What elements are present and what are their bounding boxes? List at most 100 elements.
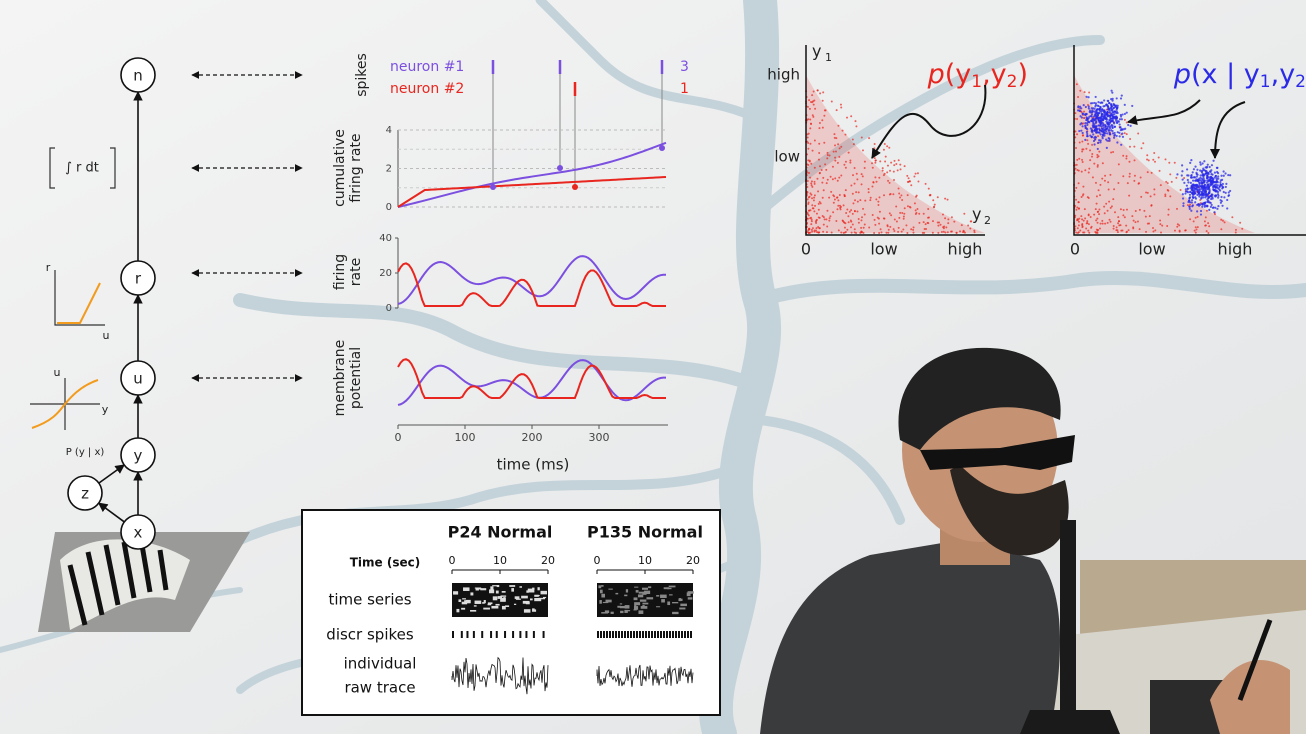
sample-dot (1173, 161, 1176, 164)
sample-dot (910, 184, 913, 187)
sample-dot (835, 137, 838, 140)
sample-dot (1134, 210, 1137, 213)
sample-dot (818, 227, 821, 230)
sample-dot (1094, 95, 1097, 99)
raster-speck (679, 607, 686, 610)
sample-dot (816, 89, 819, 92)
sample-dot (1217, 204, 1220, 208)
sample-dot (844, 166, 847, 169)
node (120, 57, 156, 93)
raster-speck (491, 605, 499, 609)
sample-dot (811, 94, 814, 97)
raster-speck (639, 599, 647, 602)
spike-mark (618, 631, 620, 638)
sample-dot (1115, 111, 1118, 115)
sample-dot (1216, 207, 1219, 210)
sample-dot (842, 204, 845, 207)
sample-dot (1199, 209, 1203, 213)
sample-dot (1084, 124, 1087, 127)
sample-dot (806, 105, 809, 108)
sample-dot (1083, 231, 1086, 234)
sample-dot (967, 224, 970, 227)
sample-dot (837, 124, 840, 127)
node-label: n (133, 67, 143, 85)
sample-dot (940, 230, 943, 233)
sample-dot (1098, 116, 1101, 120)
spike-mark (651, 631, 653, 638)
sample-dot (856, 178, 859, 181)
sample-dot (820, 169, 823, 172)
sample-dot (1127, 229, 1130, 232)
sample-dot (1096, 164, 1099, 167)
sample-dot (821, 196, 824, 199)
sample-dot (1209, 205, 1213, 208)
sample-dot (808, 107, 811, 110)
stylus (1237, 619, 1273, 701)
sample-dot (1096, 217, 1099, 220)
raster-speck (478, 588, 482, 590)
sample-dot (1104, 125, 1107, 128)
sample-dot (1119, 126, 1122, 129)
sample-dot (1083, 110, 1086, 113)
sample-dot (1190, 209, 1193, 212)
sample-dot (1096, 221, 1099, 224)
sample-dot (1091, 102, 1094, 105)
raster-speck (543, 596, 547, 599)
sample-dot (806, 211, 809, 214)
sample-dot (807, 163, 810, 166)
raster-speck (489, 589, 495, 594)
raster-speck (532, 609, 537, 612)
sample-dot (880, 231, 883, 234)
raster-speck (495, 603, 500, 606)
sample-dot (1076, 168, 1079, 171)
sample-dot (1224, 185, 1227, 189)
sample-dot (927, 208, 930, 211)
sample-dot (1203, 220, 1206, 223)
sample-dot (1205, 204, 1208, 207)
sample-dot (1140, 147, 1143, 150)
sample-dot (1221, 204, 1224, 207)
spike-mark (519, 631, 522, 638)
sample-dot (1227, 173, 1230, 177)
sample-dot (1081, 140, 1084, 143)
sample-dot (1108, 218, 1111, 221)
sample-dot (1083, 208, 1086, 211)
sample-dot (1118, 118, 1122, 121)
sample-dot (818, 231, 821, 234)
sample-dot (814, 204, 817, 207)
sample-dot (1203, 191, 1206, 194)
raster-speck (458, 599, 462, 602)
sample-dot (1201, 193, 1204, 197)
sample-dot (822, 189, 825, 192)
sample-dot (855, 191, 858, 194)
sample-dot (834, 159, 837, 162)
node-label: y (134, 447, 143, 465)
sample-dot (1117, 220, 1120, 223)
sample-dot (844, 189, 847, 192)
sample-dot (1204, 169, 1207, 172)
sample-dot (1125, 208, 1128, 211)
sample-dot (1214, 190, 1217, 193)
sample-dot (1216, 190, 1220, 194)
sample-dot (854, 120, 857, 123)
raster-speck (660, 594, 667, 598)
sample-dot (1116, 104, 1119, 107)
raster-speck (615, 592, 619, 595)
sample-dot (926, 221, 929, 224)
sample-dot (843, 163, 846, 166)
sample-dot (922, 212, 925, 215)
sample-dot (1095, 127, 1098, 131)
sample-dot (1085, 118, 1088, 122)
sample-dot (861, 175, 864, 178)
raster-speck (475, 587, 479, 591)
raster-speck (633, 606, 639, 610)
sample-dot (1211, 206, 1215, 209)
sample-dot (1210, 164, 1214, 167)
sample-dot (813, 180, 816, 183)
sample-dot (1097, 135, 1100, 138)
raster-speck (601, 593, 606, 598)
sample-dot (902, 228, 905, 231)
sample-dot (1101, 115, 1104, 118)
sample-dot (836, 208, 839, 211)
